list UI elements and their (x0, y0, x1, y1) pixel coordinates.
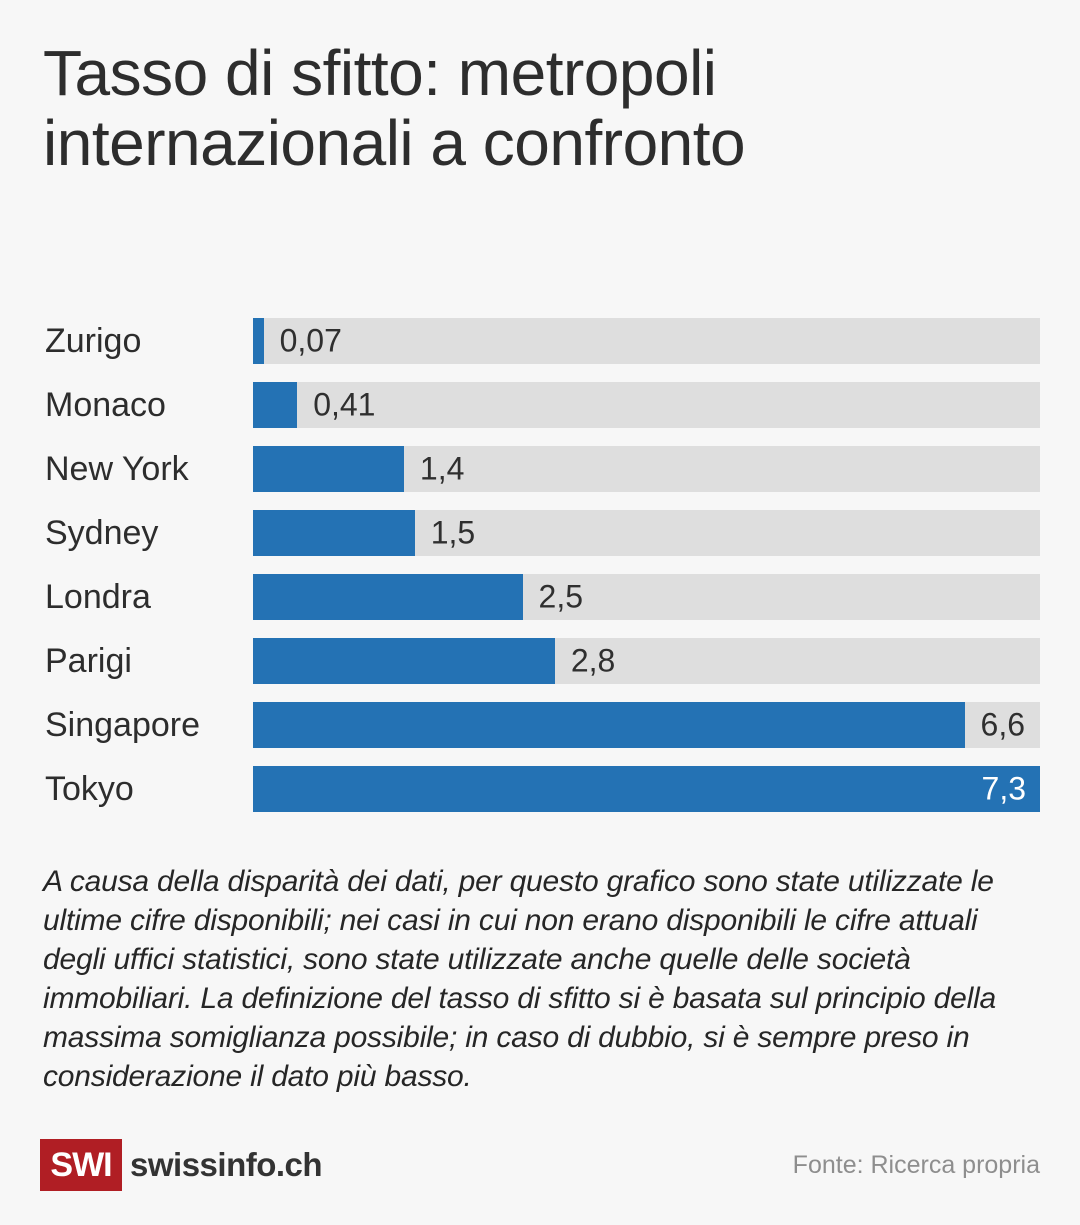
brand-name: swissinfo.ch (130, 1146, 323, 1183)
category-label: New York (45, 449, 189, 488)
source-credit: Fonte: Ricerca propria (792, 1150, 1040, 1179)
chart-title: Tasso di sfitto: metropoli internazional… (43, 37, 746, 179)
category-label: Londra (45, 577, 151, 616)
brand-lockup: SWI swissinfo.ch (40, 1139, 323, 1191)
bar-row: Sydney 1,5 (45, 510, 1040, 556)
category-label: Monaco (45, 385, 166, 424)
value-label: 0,07 (279, 322, 342, 359)
bar-track: 6,6 (253, 702, 1040, 748)
bar-fill (253, 446, 404, 492)
footnote-text: A causa della disparità dei dati, per qu… (43, 865, 997, 1093)
bar-fill (253, 574, 523, 620)
bar-track: 0,41 (253, 382, 1040, 428)
bar-track: 0,07 (253, 318, 1040, 364)
category-label: Tokyo (45, 769, 134, 808)
bar-row: Zurigo 0,07 (45, 318, 1040, 364)
bar-fill (253, 510, 415, 556)
swi-logo: SWI (40, 1139, 122, 1191)
value-label: 0,41 (313, 386, 376, 423)
footer: SWI swissinfo.ch Fonte: Ricerca propria (40, 1139, 1040, 1191)
bar-row: Tokyo 7,3 (45, 766, 1040, 812)
bar-track: 1,5 (253, 510, 1040, 556)
bar-track: 1,4 (253, 446, 1040, 492)
category-label: Zurigo (45, 321, 142, 360)
bar-fill (253, 766, 1040, 812)
bar-fill (253, 318, 264, 364)
bar-row: Londra 2,5 (45, 574, 1040, 620)
value-label: 6,6 (980, 706, 1026, 743)
bar-track: 2,8 (253, 638, 1040, 684)
category-label: Sydney (45, 513, 159, 552)
bar-row: Monaco 0,41 (45, 382, 1040, 428)
bar-track: 2,5 (253, 574, 1040, 620)
value-label: 2,8 (570, 642, 616, 679)
category-label: Parigi (45, 641, 132, 680)
bar-fill (253, 702, 965, 748)
bar-row: Singapore 6,6 (45, 702, 1040, 748)
bar-track: 7,3 (253, 766, 1040, 812)
bar-fill (253, 382, 298, 428)
value-label: 1,5 (430, 514, 476, 551)
category-label: Singapore (45, 705, 201, 744)
value-label: 1,4 (419, 450, 465, 487)
bar-row: New York 1,4 (45, 446, 1040, 492)
value-label: 7,3 (981, 770, 1026, 807)
bar-fill (253, 638, 555, 684)
value-label: 2,5 (538, 578, 583, 615)
bar-chart: Zurigo 0,07 Monaco 0,41 New York 1,4 Sydney 1,5… (45, 318, 1040, 812)
bar-row: Parigi 2,8 (45, 638, 1040, 684)
